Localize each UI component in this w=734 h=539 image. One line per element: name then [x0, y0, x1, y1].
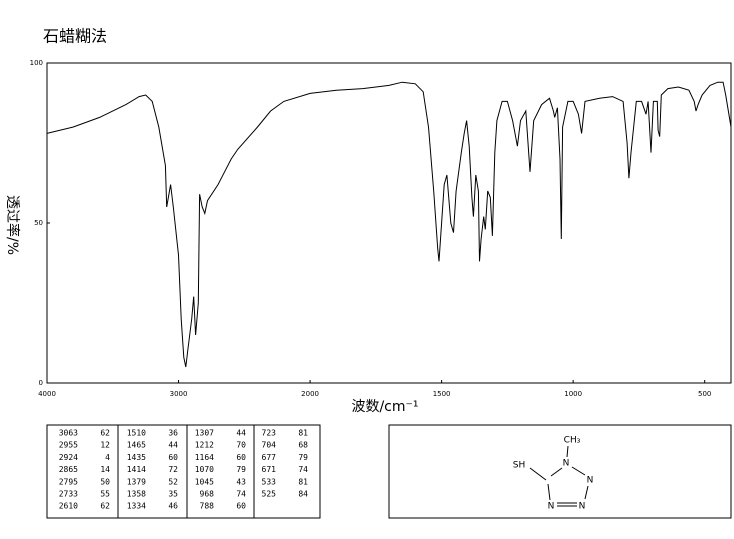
peak-wavenumber: 1435: [127, 453, 146, 462]
peak-wavenumber: 968: [200, 490, 215, 499]
peak-wavenumber: 2795: [59, 477, 78, 486]
peak-wavenumber: 3063: [59, 429, 78, 438]
atom: CH₃: [564, 436, 581, 446]
peak-transmittance: 70: [236, 441, 246, 450]
peak-wavenumber: 2733: [59, 490, 78, 499]
peak-wavenumber: 2610: [59, 502, 78, 511]
peak-wavenumber: 1334: [127, 502, 146, 511]
peak-wavenumber: 1307: [195, 429, 214, 438]
peak-transmittance: 72: [168, 465, 178, 474]
peak-wavenumber: 1465: [127, 441, 146, 450]
peak-wavenumber: 1358: [127, 490, 146, 499]
peak-transmittance: 62: [100, 429, 110, 438]
peak-wavenumber: 2924: [59, 453, 78, 462]
peak-transmittance: 43: [236, 477, 246, 486]
peak-transmittance: 60: [236, 453, 246, 462]
y-axis-label: 透过率/%: [4, 195, 21, 255]
atom: N: [548, 502, 555, 512]
x-tick-label: 2000: [301, 390, 319, 398]
atom: N: [563, 459, 570, 469]
peak-transmittance: 36: [168, 429, 178, 438]
peak-wavenumber: 704: [262, 441, 277, 450]
peak-wavenumber: 723: [262, 429, 277, 438]
peak-transmittance: 52: [168, 477, 178, 486]
peak-transmittance: 74: [236, 490, 246, 499]
peak-table-frame: [46, 424, 321, 519]
peak-transmittance: 44: [236, 429, 246, 438]
peak-transmittance: 62: [100, 502, 110, 511]
x-tick-label: 500: [698, 390, 711, 398]
structure-frame: [388, 424, 732, 519]
plot-frame: [46, 62, 732, 384]
peak-wavenumber: 1070: [195, 465, 214, 474]
peak-wavenumber: 2865: [59, 465, 78, 474]
spectrum-line: [46, 81, 732, 368]
peak-wavenumber: 1045: [195, 477, 214, 486]
peak-wavenumber: 671: [262, 465, 277, 474]
x-tick-label: 1500: [433, 390, 451, 398]
x-tick-label: 3000: [170, 390, 188, 398]
peak-wavenumber: 1379: [127, 477, 146, 486]
peak-transmittance: 14: [100, 465, 110, 474]
peak-transmittance: 35: [168, 490, 178, 499]
peak-wavenumber: 1414: [127, 465, 146, 474]
peak-transmittance: 84: [298, 490, 308, 499]
peak-transmittance: 68: [298, 441, 308, 450]
peak-wavenumber: 533: [262, 477, 277, 486]
peak-transmittance: 60: [236, 502, 246, 511]
chart-title: 石蜡糊法: [43, 27, 107, 46]
peak-transmittance: 55: [100, 490, 110, 499]
structure-bonds: [529, 445, 589, 507]
peak-wavenumber: 1212: [195, 441, 214, 450]
peak-transmittance: 60: [168, 453, 178, 462]
x-tick-label: 4000: [38, 390, 56, 398]
peak-wavenumber: 788: [200, 502, 215, 511]
peak-transmittance: 4: [105, 453, 110, 462]
x-tick-label: 1000: [564, 390, 582, 398]
atom: N: [587, 476, 594, 486]
atom: SH: [513, 461, 525, 471]
peak-wavenumber: 1510: [127, 429, 146, 438]
peak-wavenumber: 2955: [59, 441, 78, 450]
peak-transmittance: 81: [298, 429, 308, 438]
peak-transmittance: 46: [168, 502, 178, 511]
y-tick-label: 0: [39, 379, 43, 387]
peak-transmittance: 44: [168, 441, 178, 450]
peak-transmittance: 50: [100, 477, 110, 486]
peak-transmittance: 74: [298, 465, 308, 474]
peak-wavenumber: 677: [262, 453, 277, 462]
y-tick-label: 50: [34, 219, 43, 227]
peak-transmittance: 79: [236, 465, 246, 474]
peak-wavenumber: 525: [262, 490, 277, 499]
y-tick-label: 100: [30, 59, 43, 67]
atom: N: [579, 502, 586, 512]
peak-transmittance: 79: [298, 453, 308, 462]
peak-wavenumber: 1164: [195, 453, 214, 462]
peak-transmittance: 12: [100, 441, 110, 450]
peak-transmittance: 81: [298, 477, 308, 486]
x-axis-label: 波数/cm⁻¹: [351, 399, 418, 415]
